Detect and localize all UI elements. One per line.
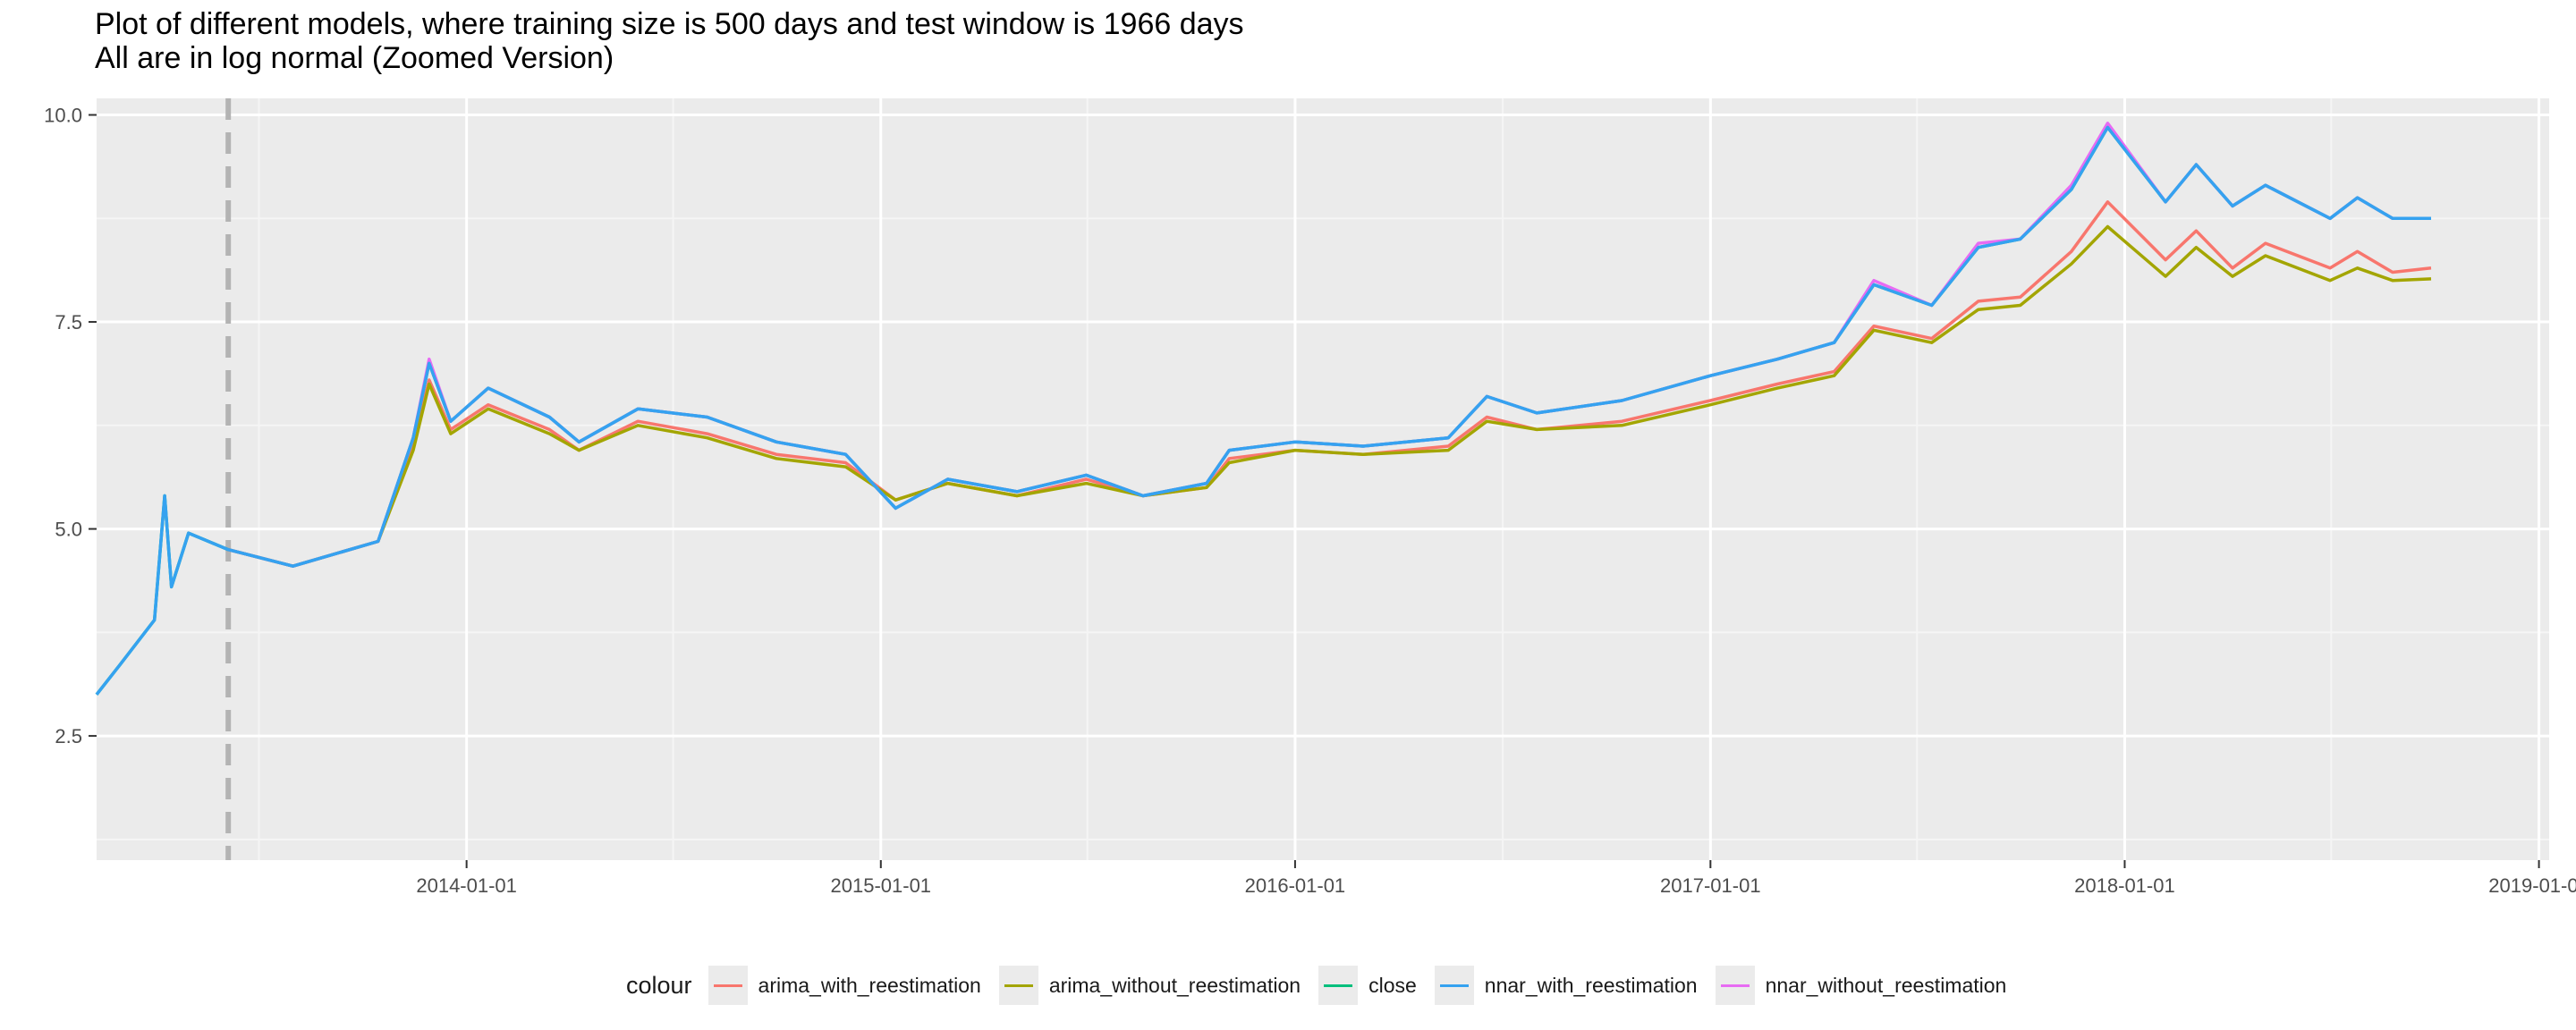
x-tick-label: 2015-01-01 bbox=[831, 874, 932, 897]
legend-item-nnar_without_reestimation: nnar_without_reestimation bbox=[1715, 966, 2007, 1005]
x-axis-labels: 2014-01-01 2015-01-01 2016-01-01 2017-01-01… bbox=[416, 874, 2576, 897]
series-layer bbox=[95, 122, 2432, 696]
legend-key bbox=[998, 966, 1038, 1005]
legend-swatch bbox=[1324, 984, 1353, 987]
series-line-arima_without_reestimation bbox=[227, 224, 2432, 568]
chart-subtitle: All are in log normal (Zoomed Version) bbox=[95, 41, 614, 75]
legend-key bbox=[1715, 966, 1755, 1005]
legend-label: arima_without_reestimation bbox=[1048, 973, 1301, 997]
legend-swatch bbox=[1004, 984, 1033, 987]
legend-swatch bbox=[713, 984, 742, 987]
legend-label: nnar_without_reestimation bbox=[1765, 973, 2007, 997]
legend-item-arima_without_reestimation: arima_without_reestimation bbox=[998, 966, 1301, 1005]
legend-item-nnar_with_reestimation: nnar_with_reestimation bbox=[1434, 966, 1698, 1005]
legend-item-arima_with_reestimation: arima_with_reestimation bbox=[708, 966, 981, 1005]
y-tick-label: 7.5 bbox=[55, 311, 82, 333]
legend-item-close: close bbox=[1318, 966, 1417, 1005]
legend: colour arima_with_reestimation arima_with… bbox=[626, 966, 2024, 1005]
legend-label: nnar_with_reestimation bbox=[1484, 973, 1698, 997]
legend-swatch bbox=[1439, 984, 1469, 987]
legend-key bbox=[1318, 966, 1359, 1005]
legend-label: arima_with_reestimation bbox=[758, 973, 981, 997]
legend-title: colour bbox=[626, 971, 692, 999]
y-tick-label: 5.0 bbox=[55, 519, 82, 541]
legend-items: arima_with_reestimation arima_without_ree… bbox=[708, 966, 2025, 1005]
axis-ticks bbox=[89, 114, 2540, 868]
x-tick-label: 2017-01-01 bbox=[1660, 874, 1761, 897]
series-line-nnar_with_reestimation bbox=[95, 125, 2431, 696]
major-grid bbox=[97, 98, 2549, 860]
y-tick-label: 10.0 bbox=[44, 105, 82, 127]
chart-title: Plot of different models, where training… bbox=[95, 7, 1244, 41]
legend-key bbox=[1434, 966, 1474, 1005]
legend-key bbox=[708, 966, 748, 1005]
x-tick-label: 2014-01-01 bbox=[416, 874, 517, 897]
y-tick-label: 2.5 bbox=[55, 725, 82, 747]
legend-label: close bbox=[1368, 973, 1417, 997]
x-tick-label: 2019-01-01 bbox=[2488, 874, 2576, 897]
legend-swatch bbox=[1720, 984, 1750, 987]
x-tick-label: 2016-01-01 bbox=[1245, 874, 1346, 897]
plot-panel bbox=[97, 98, 2549, 860]
x-tick-label: 2018-01-01 bbox=[2074, 874, 2175, 897]
y-axis-labels: 2.5 5.0 7.5 10.0 bbox=[44, 105, 82, 748]
